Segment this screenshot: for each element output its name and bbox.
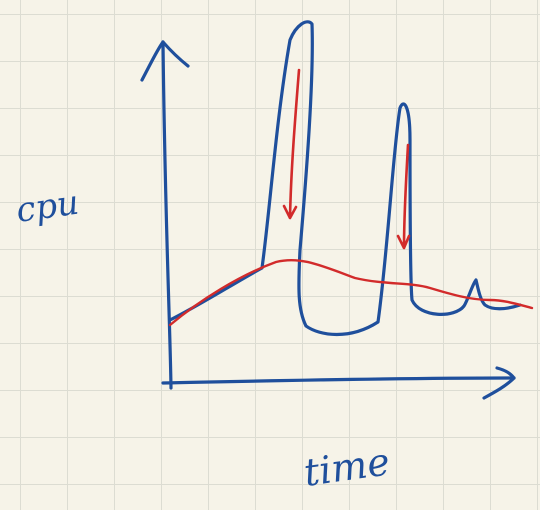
red-spike-marker-1: [282, 68, 301, 220]
y-axis: [161, 40, 173, 390]
blue-cpu-trace: [168, 20, 522, 336]
x-axis-label: time: [301, 439, 392, 495]
red-spike-marker-2: [396, 143, 411, 250]
red-cpu-trace: [168, 258, 534, 327]
y-axis-arrowhead: [140, 40, 190, 82]
x-axis-arrowhead: [482, 366, 516, 400]
x-axis: [161, 376, 516, 385]
y-axis-label: cpu: [14, 183, 82, 231]
